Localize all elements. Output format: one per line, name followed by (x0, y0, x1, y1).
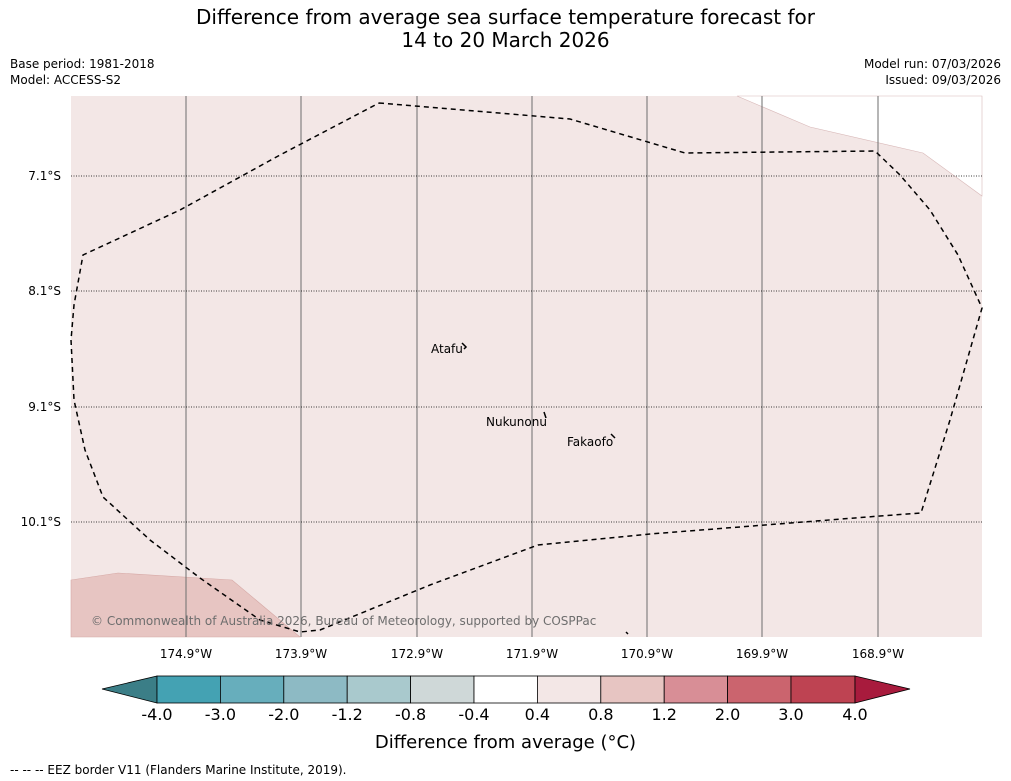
lon-label-173-9: 173.9°W (274, 647, 328, 661)
reef-mark (625, 631, 629, 635)
colorbar-tick: -0.8 (394, 705, 427, 724)
eez-legend-note: -- -- -- EEZ border V11 (Flanders Marine… (10, 763, 347, 777)
colorbar-bin-11 (790, 675, 856, 704)
colorbar-tick: -2.0 (268, 705, 300, 724)
colorbar-bin-3 (283, 675, 348, 704)
colorbar-bin-5 (410, 675, 475, 704)
eez-border (70, 102, 983, 633)
lon-label-168-9: 168.9°W (851, 647, 905, 661)
lon-label-172-9: 172.9°W (390, 647, 444, 661)
title-line-1: Difference from average sea surface temp… (195, 5, 815, 29)
colorbar-bin-1 (156, 675, 221, 704)
colorbar-tick: 0.8 (588, 705, 614, 724)
place-label-nukunonu: Nukunonu (486, 415, 547, 429)
sst-anomaly-region-light (71, 96, 982, 637)
neutral-region (736, 95, 983, 197)
model-name: Model: ACCESS-S2 (10, 73, 122, 87)
colorbar-bin-4 (346, 675, 412, 704)
colorbar-tick: 1.2 (651, 705, 677, 724)
meta-left: Base period: 1981-2018 Model: ACCESS-S2 (10, 56, 155, 88)
atafu-island-outline (461, 342, 468, 350)
place-label-atafu: Atafu (431, 342, 463, 356)
colorbar-tick: 0.4 (524, 705, 551, 724)
colorbar-bin-10 (727, 675, 792, 704)
colorbar-extend-high (854, 675, 911, 704)
lon-label-169-9: 169.9°W (735, 647, 789, 661)
colorbar-label: Difference from average (°C) (374, 732, 637, 753)
longitude-gridlines (185, 96, 879, 637)
lat-label-10-1: 10.1°S (20, 515, 61, 529)
nukunonu-island-outline (543, 411, 547, 419)
lon-label-170-9: 170.9°W (620, 647, 674, 661)
place-label-fakaofo: Fakaofo (567, 435, 614, 449)
colorbar-bin-2 (219, 675, 285, 704)
colorbar-bin-7 (537, 675, 602, 704)
colorbar-tick: 4.0 (842, 705, 868, 724)
map-title: Difference from average sea surface temp… (0, 6, 1011, 52)
copyright-notice: © Commonwealth of Australia 2026, Bureau… (91, 614, 597, 628)
colorbar-tick: -3.0 (204, 705, 236, 724)
colorbar-extend-low (101, 675, 158, 704)
lat-label-8-1: 8.1°S (28, 284, 61, 298)
colorbar-tick: 3.0 (778, 705, 804, 724)
colorbar (101, 675, 911, 704)
islands (461, 342, 629, 635)
colorbar-tick: -1.2 (331, 705, 363, 724)
colorbar-tick: -4.0 (141, 705, 173, 724)
colorbar-tick: 2.0 (714, 705, 741, 724)
colorbar-bin-8 (600, 675, 665, 704)
title-line-2: 14 to 20 March 2026 (401, 28, 610, 52)
issued-date: Issued: 09/03/2026 (885, 73, 1001, 87)
colorbar-bin-6 (473, 675, 538, 704)
meta-right: Model run: 07/03/2026 Issued: 09/03/2026 (864, 56, 1001, 88)
fakaofo-island-outline (610, 433, 616, 439)
model-run: Model run: 07/03/2026 (863, 57, 1001, 71)
lon-label-174-9: 174.9°W (159, 647, 213, 661)
colorbar-tick: -0.4 (458, 705, 490, 724)
lat-label-7-1: 7.1°S (28, 169, 61, 183)
base-period: Base period: 1981-2018 (10, 57, 155, 71)
lat-label-9-1: 9.1°S (28, 400, 61, 414)
lon-label-171-9: 171.9°W (505, 647, 559, 661)
latitude-gridlines (71, 175, 982, 523)
colorbar-bin-9 (663, 675, 729, 704)
